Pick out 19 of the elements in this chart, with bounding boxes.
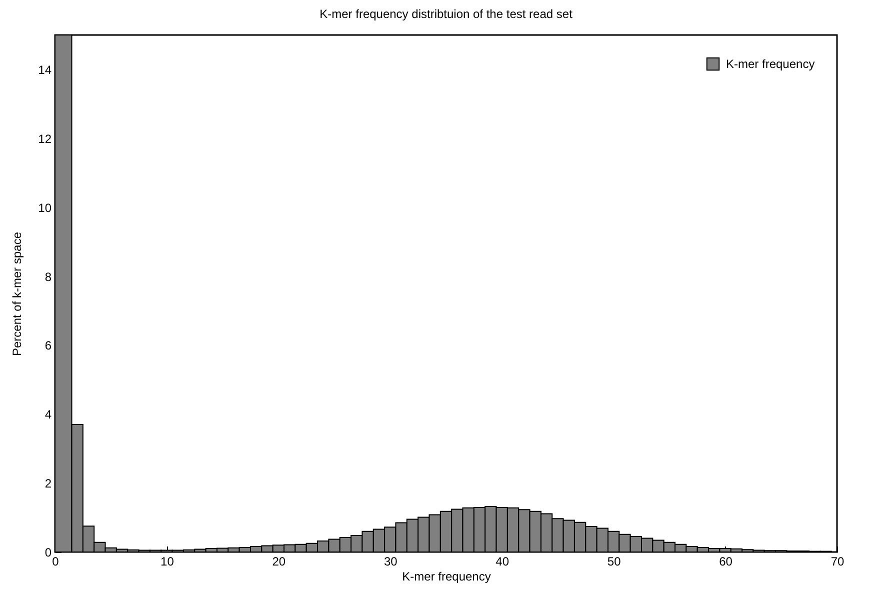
- chart-title: K-mer frequency distribtuion of the test read set: [320, 7, 574, 21]
- y-tick-label: 10: [38, 200, 52, 215]
- x-tick-label: 50: [607, 554, 622, 568]
- x-tick-label: 60: [719, 554, 733, 568]
- y-tick-label: 0: [44, 546, 52, 560]
- y-tick-label: 8: [44, 270, 52, 284]
- x-tick-label: 40: [496, 554, 510, 568]
- y-axis-title: Percent of k-mer space: [10, 232, 24, 356]
- y-tick-label: 12: [38, 132, 52, 146]
- x-tick-label: 10: [160, 554, 174, 568]
- x-tick-label: 20: [272, 554, 286, 568]
- x-tick-label: 70: [830, 554, 844, 568]
- x-axis-title: K-mer frequency: [402, 570, 491, 584]
- x-tick-label: 30: [384, 554, 398, 568]
- y-tick-label: 2: [44, 476, 52, 491]
- y-tick-label: 14: [38, 62, 52, 77]
- y-tick-label: 4: [44, 408, 52, 422]
- y-tick-label: 6: [44, 338, 52, 353]
- legend-label: K-mer frequency: [726, 57, 815, 71]
